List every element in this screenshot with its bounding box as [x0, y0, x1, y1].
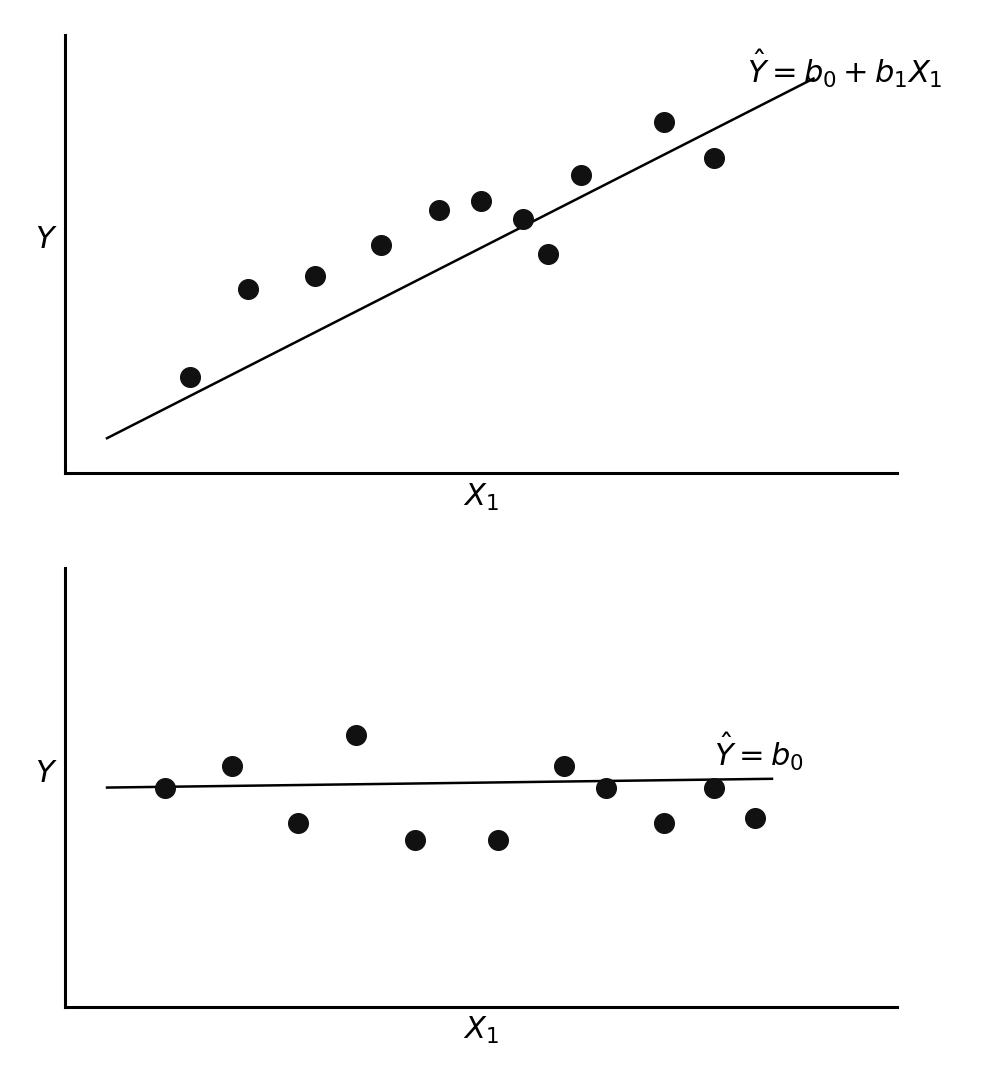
Point: [291, 814, 307, 831]
Point: [514, 211, 530, 228]
Point: [540, 245, 556, 263]
Point: [656, 114, 672, 131]
Point: [406, 831, 422, 849]
Point: [374, 237, 390, 254]
Point: [706, 779, 722, 797]
Point: [748, 810, 764, 827]
Y-axis label: $Y$: $Y$: [35, 225, 57, 254]
Point: [490, 831, 505, 849]
Point: [157, 779, 173, 797]
Point: [556, 757, 572, 774]
Point: [307, 267, 322, 284]
Point: [656, 814, 672, 831]
Text: $\hat{Y}= b_0$: $\hat{Y}= b_0$: [714, 731, 803, 773]
Point: [431, 201, 447, 218]
Point: [473, 192, 489, 210]
Point: [348, 726, 364, 744]
Point: [224, 757, 239, 774]
Point: [706, 149, 722, 166]
Point: [182, 369, 198, 386]
Text: $\hat{Y}= b_0 + b_1X_1$: $\hat{Y}= b_0 + b_1X_1$: [747, 48, 943, 91]
X-axis label: $X_1$: $X_1$: [463, 482, 499, 512]
Point: [240, 280, 256, 297]
Point: [597, 779, 613, 797]
Point: [573, 166, 588, 184]
X-axis label: $X_1$: $X_1$: [463, 1015, 499, 1046]
Y-axis label: $Y$: $Y$: [35, 759, 57, 788]
